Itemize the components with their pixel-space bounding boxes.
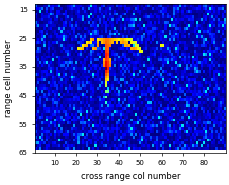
X-axis label: cross range col number: cross range col number (80, 172, 180, 181)
Y-axis label: range cell number: range cell number (4, 40, 13, 117)
